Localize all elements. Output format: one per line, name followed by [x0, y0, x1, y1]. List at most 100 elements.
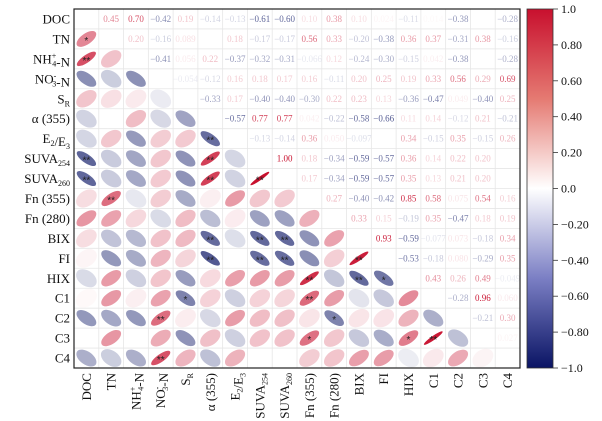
correlation-value: 0.34	[401, 134, 417, 144]
correlation-value: 0.37	[425, 34, 441, 44]
correlation-value: 0.25	[500, 94, 516, 104]
correlation-value: −0.21	[472, 313, 493, 323]
correlation-ellipse	[398, 309, 419, 327]
correlation-value: −0.15	[423, 134, 444, 144]
correlation-value: −0.57	[373, 154, 394, 164]
correlation-ellipse	[423, 309, 444, 327]
axis-label: BIX	[48, 231, 71, 246]
correlation-value: −0.28	[497, 14, 518, 24]
correlation-value: 0.20	[351, 74, 367, 84]
significance-mark: **	[206, 255, 214, 266]
correlation-ellipse	[150, 289, 171, 307]
correlation-ellipse	[224, 289, 246, 308]
correlation-ellipse	[224, 229, 246, 248]
correlation-value: −0.14	[274, 134, 295, 144]
correlation-value: 0.35	[401, 174, 417, 184]
correlation-ellipse	[75, 288, 97, 308]
correlation-ellipse	[150, 169, 171, 188]
correlation-ellipse	[299, 290, 320, 306]
correlation-ellipse	[151, 350, 171, 366]
correlation-ellipse	[274, 289, 295, 308]
correlation-ellipse	[299, 308, 320, 328]
correlation-value: −0.57	[225, 114, 246, 124]
correlation-value: 0.21	[450, 174, 466, 184]
correlation-value: 1.00	[277, 154, 293, 164]
correlation-ellipse	[373, 270, 394, 286]
correlation-ellipse	[398, 290, 419, 307]
correlation-value: 0.056	[175, 54, 196, 64]
correlation-ellipse	[200, 250, 220, 266]
correlation-ellipse	[274, 250, 295, 266]
correlation-value: 0.049	[448, 94, 469, 104]
correlation-value: −0.42	[373, 193, 394, 203]
correlation-value: 0.29	[475, 74, 491, 84]
significance-mark: **	[157, 355, 165, 366]
correlation-value: 0.16	[500, 193, 516, 203]
correlation-value: −0.19	[398, 213, 419, 223]
correlation-ellipse	[224, 248, 246, 268]
correlation-value: 0.43	[425, 273, 441, 283]
correlation-value: 0.22	[326, 94, 342, 104]
correlation-ellipse	[76, 310, 97, 327]
correlation-ellipse	[373, 349, 394, 367]
axis-label: C4	[500, 373, 515, 389]
correlation-ellipse	[249, 210, 270, 227]
significance-mark: **	[256, 176, 264, 187]
significance-mark: **	[206, 235, 214, 246]
correlation-ellipse	[250, 171, 270, 186]
correlation-ellipse	[150, 269, 171, 288]
correlation-ellipse	[76, 151, 97, 167]
significance-mark: *	[84, 36, 88, 47]
correlation-ellipse	[75, 248, 97, 268]
correlation-ellipse	[323, 249, 345, 268]
correlation-ellipse	[200, 209, 221, 228]
axis-label: Fn (355)	[302, 373, 317, 418]
axis-label: NH+4-N	[128, 372, 146, 410]
correlation-value: −0.40	[472, 94, 493, 104]
significance-mark: **	[355, 275, 363, 286]
correlation-ellipse	[125, 328, 147, 348]
correlation-ellipse	[100, 129, 122, 148]
correlation-ellipse	[200, 131, 220, 147]
correlation-ellipse	[76, 189, 97, 208]
correlation-ellipse	[76, 109, 97, 128]
colorbar-tick-label: −0.40	[561, 253, 589, 267]
correlation-ellipse	[274, 348, 296, 368]
correlation-ellipse	[150, 189, 171, 208]
correlation-ellipse	[250, 250, 270, 266]
correlation-value: 0.26	[450, 273, 466, 283]
correlation-ellipse	[373, 308, 395, 328]
correlation-ellipse	[150, 129, 171, 148]
correlation-ellipse	[76, 210, 97, 227]
correlation-ellipse	[150, 89, 172, 109]
axis-label: NO-3-N	[153, 372, 171, 408]
correlation-value: 0.19	[401, 74, 417, 84]
correlation-ellipse	[299, 271, 319, 286]
correlation-ellipse	[200, 151, 220, 166]
correlation-value: 0.16	[302, 74, 318, 84]
axis-label: E2/E3	[228, 373, 248, 401]
correlation-value: 0.10	[351, 14, 367, 24]
correlation-ellipse	[175, 290, 196, 307]
correlation-ellipse	[100, 50, 122, 68]
axis-label: SUVA254	[24, 151, 70, 168]
axis-label: E2/E3	[42, 131, 70, 151]
correlation-ellipse	[349, 251, 369, 266]
correlation-ellipse	[299, 230, 320, 247]
correlation-value: 0.56	[302, 34, 318, 44]
correlation-value: −0.18	[472, 233, 493, 243]
correlation-ellipse	[150, 209, 172, 228]
axis-label: C2	[451, 373, 466, 388]
correlation-ellipse	[175, 330, 196, 347]
correlation-ellipse	[398, 330, 419, 346]
significance-mark: **	[206, 136, 214, 147]
significance-mark: **	[281, 255, 289, 266]
correlation-ellipse	[125, 209, 147, 228]
correlation-value: 0.089	[175, 34, 196, 44]
correlation-ellipse	[299, 349, 320, 367]
correlation-value: 0.12	[326, 54, 342, 64]
correlation-ellipse	[100, 109, 122, 129]
significance-mark: **	[107, 195, 115, 206]
correlation-ellipse	[348, 289, 370, 308]
